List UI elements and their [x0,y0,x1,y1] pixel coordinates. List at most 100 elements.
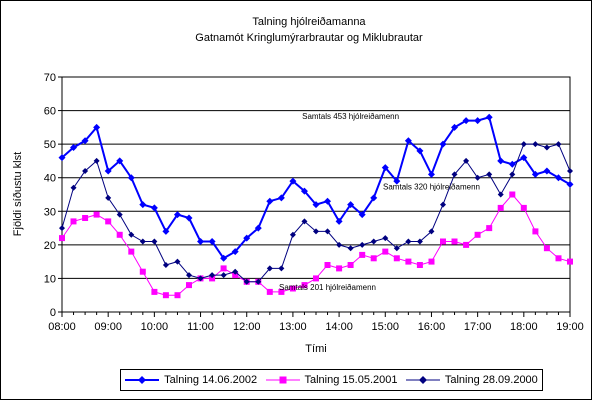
chart-subtitle: Gatnamót Kringlumýrarbrautar og Miklubra… [195,32,423,44]
data-point [486,225,493,232]
data-point [300,187,308,195]
data-point [370,194,378,202]
data-point [70,218,77,225]
data-point [336,265,343,272]
data-point [451,238,458,245]
data-point [162,227,170,235]
data-point [555,255,562,262]
data-point [393,177,401,185]
data-point [370,238,377,245]
data-point [220,272,227,279]
data-point [543,144,550,151]
chart-title: Talning hjólreiðamanna [252,16,366,28]
data-point [428,258,435,265]
series-group [58,113,574,299]
x-tick-label-1300: 13:00 [279,321,307,333]
data-point [174,292,181,299]
data-point [232,272,239,279]
y-tick-label-50: 50 [44,139,56,151]
x-axis-label: Tími [305,343,326,355]
x-tick-label-1400: 14:00 [325,321,353,333]
data-point [474,231,481,238]
y-tick-label-60: 60 [44,106,56,118]
legend: Talning 14.06.2002 Talning 15.05.2001 Ta… [120,369,543,391]
data-point [463,157,470,164]
data-point [347,262,354,268]
legend-label-3: Talning 28.09.2000 [444,374,538,386]
data-point [105,218,112,225]
data-point [116,211,123,218]
data-point [82,215,89,221]
data-point [543,167,551,175]
data-point [497,191,504,198]
data-point [567,168,573,174]
data-point [509,171,516,178]
y-axis-label: Fjöldi síðustu klst [12,152,24,236]
annotation-1: Samtals 453 hjólreiðamenn [302,112,399,121]
data-point [93,157,100,164]
data-point [312,201,320,209]
data-point [116,231,123,238]
legend-item-3: Talning 28.09.2000 [405,374,538,386]
data-point [566,180,574,188]
data-point [59,235,65,242]
data-point [289,285,296,292]
data-point [370,255,377,262]
data-point [508,160,516,168]
data-point [486,171,493,178]
data-point [151,288,158,295]
data-point [255,278,262,285]
data-point [70,144,78,151]
data-point [440,201,446,208]
data-point [324,228,331,235]
data-point [347,245,354,252]
data-point [555,141,562,148]
x-tick-label-0800: 08:00 [48,321,76,333]
data-point [127,174,135,182]
data-point [335,217,343,225]
legend-swatch-1 [125,376,160,384]
data-point [381,164,389,172]
legend-label-1: Talning 14.06.2002 [164,374,258,386]
annotation-3: Samtals 201 hjólreiðamenn [279,283,376,292]
data-point [428,228,435,235]
data-point [139,201,147,209]
data-point [289,177,297,185]
data-point [416,262,423,268]
data-point [81,137,89,145]
data-point [277,194,285,202]
data-point [393,255,400,262]
data-point [266,197,274,205]
data-point [232,268,239,275]
y-tick-label-0: 0 [50,307,56,319]
data-point [278,265,285,272]
plot-area [61,76,571,313]
data-point [393,245,400,252]
data-point [347,201,355,209]
data-point [82,168,89,174]
annotation-2: Samtals 320 hjólreiðamenn [383,183,480,192]
data-point [162,262,169,268]
data-point [220,265,227,272]
data-point [139,268,146,275]
data-point [359,251,366,258]
legend-swatch-2 [265,376,300,384]
legend-item-1: Talning 14.06.2002 [125,374,257,386]
data-point [382,235,389,242]
data-point [208,238,216,245]
data-point [301,218,308,225]
data-point [405,258,412,265]
data-point [59,225,65,232]
data-point [278,288,285,295]
data-point [440,238,446,245]
data-point [197,238,205,245]
data-point [520,141,527,148]
data-point [474,117,482,125]
data-point [324,197,332,205]
data-point [105,194,112,201]
x-tick-label-1700: 17:00 [464,321,492,333]
x-axis-ticks: 08:00 09:00 10:00 11:00 12:00 13:00 14:00 15:00… [48,312,584,333]
data-point [382,248,389,255]
